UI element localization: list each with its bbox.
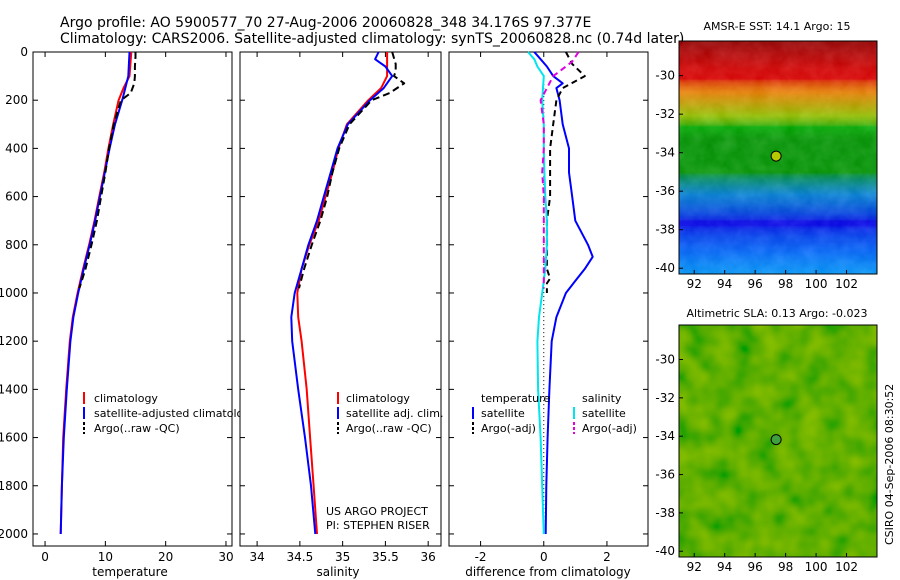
temperature-profile-panel: 0 10 20 30 0 200 400 600 800 1000 1200 1400 1600 1800…	[0, 45, 257, 579]
difference-legend: temperature satellite Argo(-adj) salinit…	[472, 392, 637, 435]
temperature-xlabel: temperature	[92, 565, 167, 579]
series-line-argo-adj	[545, 51, 586, 293]
map-y-tick-label: -40	[655, 261, 675, 275]
legend-sal-satellite-label: satellite	[582, 407, 626, 420]
y-tick-label: 400	[5, 141, 28, 155]
sla-map-frame	[678, 324, 878, 558]
figure-title-line1: Argo profile: AO 5900577_70 27-Aug-2006 …	[60, 15, 591, 31]
map-y-tick-label: -36	[655, 468, 675, 482]
legend-climatology-label: climatology	[94, 392, 158, 405]
legend-sal-argo-label: Argo(-adj)	[582, 422, 637, 435]
x-tick-label: 34.5	[287, 550, 314, 564]
x-tick-label: 35	[335, 550, 350, 564]
series-line-satellite-adj-clim	[290, 51, 394, 535]
project-pi: PI: STEPHEN RISER	[326, 519, 430, 532]
sst-map-title: AMSR-E SST: 14.1 Argo: 15	[703, 20, 850, 33]
y-tick-label: 1400	[0, 382, 28, 396]
argo-float-location-marker	[770, 434, 782, 446]
y-tick-label: 0	[20, 45, 28, 59]
side-timestamp: CSIRO 04-Sep-2006 08:30:52	[883, 384, 896, 545]
sla-map-title: Altimetric SLA: 0.13 Argo: -0.023	[687, 307, 868, 320]
legend-argo-label: Argo(..raw -QC)	[94, 422, 180, 435]
sst-map-panel: AMSR-E SST: 14.1 Argo: 15 92 94 96 98 100 102…	[655, 20, 878, 291]
x-tick-label: 0	[540, 550, 548, 564]
salinity-profile-panel: 34 34.5 35 35.5 36 salinity climatology sate…	[239, 51, 443, 579]
x-tick-label: 2	[603, 550, 611, 564]
y-tick-label: 200	[5, 93, 28, 107]
map-x-tick-label: 98	[778, 277, 793, 291]
map-y-tick-label: -36	[655, 184, 675, 198]
y-tick-label: 1200	[0, 334, 28, 348]
difference-axes-frame	[448, 51, 649, 547]
map-x-tick-label: 92	[687, 560, 702, 574]
map-y-tick-label: -32	[655, 107, 675, 121]
x-tick-label: 36	[421, 550, 436, 564]
map-y-tick-label: -30	[655, 69, 675, 83]
map-y-tick-label: -32	[655, 391, 675, 405]
map-x-tick-label: 102	[835, 277, 858, 291]
y-tick-label: 1000	[0, 286, 28, 300]
map-x-tick-label: 92	[687, 277, 702, 291]
map-x-tick-label: 100	[805, 277, 828, 291]
y-tick-label: 600	[5, 190, 28, 204]
salinity-legend: climatology satellite adj. clim. Argo(..…	[337, 392, 443, 435]
legend-argo-label: Argo(..raw -QC)	[346, 422, 432, 435]
map-y-tick-label: -34	[655, 146, 675, 160]
map-y-tick-label: -30	[655, 353, 675, 367]
argo-float-location-marker	[770, 150, 782, 162]
map-x-tick-label: 94	[717, 277, 732, 291]
legend-temp-argo-label: Argo(-adj)	[481, 422, 536, 435]
series-line-satellite	[533, 51, 594, 535]
series-line-satellite-adjusted-climatology	[59, 51, 131, 535]
map-x-tick-label: 100	[805, 560, 828, 574]
series-line-argo-adj	[539, 51, 580, 289]
y-tick-label: 800	[5, 238, 28, 252]
map-y-tick-label: -40	[655, 544, 675, 558]
salinity-axes-frame	[239, 51, 442, 547]
map-x-tick-label: 98	[778, 560, 793, 574]
y-tick-label: 1600	[0, 431, 28, 445]
map-y-tick-label: -34	[655, 429, 675, 443]
map-x-tick-label: 94	[717, 560, 732, 574]
series-line-climatology	[296, 52, 389, 535]
series-line-argo-raw-qc	[78, 52, 137, 289]
legend-climatology-label: climatology	[346, 392, 410, 405]
x-tick-label: 20	[158, 550, 173, 564]
map-y-tick-label: -38	[655, 223, 675, 237]
legend-salinity-title: salinity	[582, 392, 622, 405]
x-tick-label: 30	[218, 550, 233, 564]
series-line-argo-raw-qc	[298, 51, 406, 289]
x-tick-label: -2	[475, 550, 487, 564]
project-name: US ARGO PROJECT	[326, 505, 428, 518]
y-tick-label: 1800	[0, 479, 28, 493]
sla-map-panel: Altimetric SLA: 0.13 Argo: -0.023 92 94 96…	[655, 307, 878, 574]
difference-xlabel: difference from climatology	[465, 565, 631, 579]
map-y-tick-label: -38	[655, 506, 675, 520]
series-line-satellite	[527, 51, 548, 535]
figure-title-line2: Climatology: CARS2006. Satellite-adjuste…	[60, 31, 684, 47]
temperature-axes-frame	[32, 51, 233, 547]
salinity-xlabel: salinity	[316, 565, 359, 579]
x-tick-label: 35.5	[372, 550, 399, 564]
difference-profile-panel: -2 0 2 difference from climatology tempera…	[448, 51, 649, 579]
legend-satellite-label: satellite-adjusted climatology	[94, 407, 257, 420]
map-x-tick-label: 96	[748, 277, 763, 291]
temperature-legend: climatology satellite-adjusted climatolo…	[83, 392, 257, 435]
sst-map-frame	[678, 40, 878, 275]
map-x-tick-label: 96	[748, 560, 763, 574]
legend-temperature-title: temperature	[481, 392, 550, 405]
x-tick-label: 34	[249, 550, 264, 564]
x-tick-label: 10	[98, 550, 113, 564]
y-tick-label: 2000	[0, 527, 28, 541]
legend-temp-satellite-label: satellite	[481, 407, 525, 420]
x-tick-label: 0	[41, 550, 49, 564]
map-x-tick-label: 102	[835, 560, 858, 574]
legend-satellite-label: satellite adj. clim.	[346, 407, 443, 420]
